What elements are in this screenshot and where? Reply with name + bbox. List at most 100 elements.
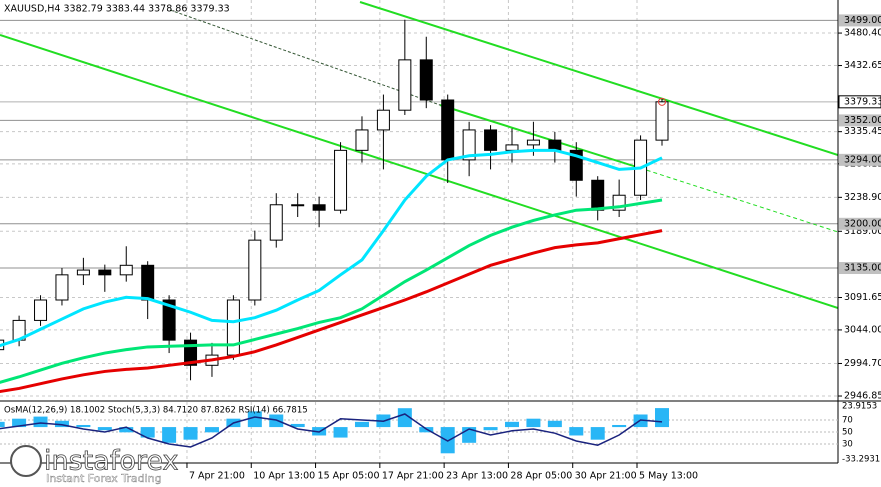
osma-bar — [655, 408, 669, 428]
moving-average — [0, 148, 663, 348]
osma-bar — [247, 411, 262, 428]
osma-bar — [140, 427, 155, 438]
osma-bar — [526, 418, 541, 428]
osma-bar — [119, 427, 134, 433]
osma-bar — [590, 427, 605, 440]
level-label: 3135.00 — [844, 263, 881, 274]
osma-bar — [54, 420, 69, 428]
plot — [0, 19, 669, 393]
y-tick-label: 3044.00 — [844, 324, 881, 335]
slogan: Instant Forex Trading — [46, 472, 162, 485]
osma-bar — [204, 427, 219, 433]
osma-bar — [504, 421, 519, 428]
candle-body — [248, 239, 262, 301]
candle-body — [334, 149, 348, 211]
grid — [0, 0, 838, 463]
candle-body — [591, 179, 605, 211]
osma-bar — [333, 427, 348, 438]
rsi-line — [0, 413, 663, 448]
indicator-panel: 70 50 30 23.9153 -33.2931 — [0, 402, 880, 465]
y-tick-label: 3432.65 — [844, 60, 881, 71]
level-box — [839, 217, 881, 230]
level-box — [839, 153, 881, 166]
x-tick-label: 30 Apr 21:00 — [575, 471, 637, 482]
candle-body — [226, 299, 240, 356]
osma-bar — [547, 420, 562, 428]
osma-bar — [354, 421, 369, 428]
indicator-level-label: 30 — [842, 440, 853, 450]
y-tick-label: 3091.65 — [844, 292, 881, 303]
y-tick-label: 3238.90 — [844, 192, 881, 203]
watermark: instaforex Instant Forex Trading — [10, 445, 179, 485]
channel-line — [439, 104, 641, 169]
candle-body — [355, 129, 369, 151]
channel-line — [359, 1, 838, 156]
y-tick-label: 3335.45 — [844, 126, 881, 137]
y-tick-label: 3480.40 — [844, 28, 881, 39]
trend-line — [169, 9, 441, 106]
x-tick-label: 7 Apr 21:00 — [189, 471, 245, 482]
candle-body — [34, 299, 48, 321]
candle-body — [162, 299, 176, 341]
candle-body — [76, 269, 90, 276]
candle-body — [312, 204, 326, 211]
y-tick-label: 2946.85 — [844, 391, 881, 402]
moving-average — [0, 229, 663, 393]
axis: 3480.403432.653335.453288.153238.903189.… — [186, 14, 881, 482]
level-box — [839, 14, 881, 27]
y-tick-label: 2994.70 — [844, 358, 881, 369]
candle-body — [505, 144, 519, 151]
channel-lines — [0, 1, 838, 309]
candle-body — [484, 129, 498, 151]
candle-body — [419, 59, 433, 101]
candle-body — [119, 264, 133, 276]
candle-body — [548, 139, 562, 151]
x-tick-label: 15 Apr 05:00 — [318, 471, 380, 482]
osma-bar — [290, 423, 305, 428]
level-label: 3352.00 — [844, 115, 881, 126]
brand: instaforex — [44, 446, 178, 477]
level-label: 3294.00 — [844, 154, 881, 165]
x-tick-label: 10 Apr 13:00 — [253, 471, 315, 482]
candle-body — [398, 59, 412, 111]
candle-body — [55, 274, 69, 301]
indicator-level-label: 50 — [842, 428, 853, 438]
level-label: 3200.00 — [844, 218, 881, 229]
osma-bar — [162, 427, 177, 443]
moving-average — [0, 198, 663, 384]
indicator-tick-label: -33.2931 — [842, 455, 880, 465]
candle-body — [376, 109, 390, 131]
level-label: 3499.00 — [844, 15, 881, 26]
y-tick-label: 3189.00 — [844, 226, 881, 237]
last-price-box — [838, 95, 881, 109]
osma-bar — [12, 418, 27, 428]
x-tick-label: 23 Apr 13:00 — [446, 471, 508, 482]
candle-body — [291, 204, 305, 207]
osma-bar — [483, 427, 498, 431]
indicator-header: OsMA(12,26,9) 18.1002 Stoch(5,3,3) 84.71… — [4, 406, 308, 416]
level-box — [839, 262, 881, 275]
candle-body — [462, 129, 476, 161]
logo-icon — [10, 445, 42, 477]
indicator-tick-label: 23.9153 — [842, 402, 877, 412]
channel-line — [0, 34, 838, 309]
osma-bar — [397, 408, 412, 428]
candle-body — [141, 264, 155, 301]
last-price-marker — [658, 97, 666, 106]
candle-body — [269, 204, 283, 241]
candle-body — [655, 101, 669, 141]
osma-bar — [569, 427, 584, 436]
level-box — [839, 114, 881, 127]
indicator-level-label: 70 — [842, 416, 853, 426]
last-price-label: 3379.33 — [844, 96, 881, 107]
x-tick-label: 5 May 13:00 — [639, 471, 698, 482]
osma-bar — [183, 427, 198, 440]
candle-body — [441, 99, 455, 161]
candle-body — [526, 139, 540, 146]
x-tick-label: 17 Apr 21:00 — [382, 471, 444, 482]
chart-header: XAUUSD,H4 3382.79 3383.44 3378.86 3379.3… — [4, 4, 230, 15]
x-tick-label: 28 Apr 05:00 — [510, 471, 572, 482]
osma-bar — [76, 424, 91, 428]
